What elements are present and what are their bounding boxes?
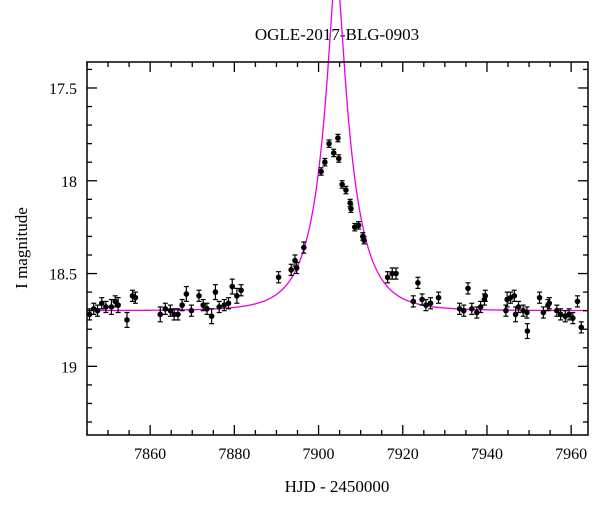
data-point [339,180,345,189]
data-point [465,282,471,295]
data-point [461,304,467,317]
data-point [322,157,328,167]
data-point [115,297,121,314]
data-point [157,306,164,323]
data-point [238,284,244,297]
data-point [183,285,190,302]
data-point [335,154,342,163]
data-point [216,300,222,314]
x-tick-label: 7960 [555,446,587,463]
data-point [108,298,115,315]
data-point [179,298,185,312]
x-tick-label: 7900 [303,446,335,463]
data-point [347,198,353,208]
data-point [524,306,530,319]
data-point [546,297,553,310]
plot-area [86,0,588,340]
data-point [318,167,324,176]
data-point [520,304,526,317]
data-point [423,298,429,312]
x-tick-label: 7880 [218,446,250,463]
data-point [124,311,130,328]
data-point [221,298,228,312]
data-point [361,235,367,245]
data-point [524,323,531,340]
data-point [578,321,585,334]
y-tick-label: 19 [61,359,77,376]
data-point [384,271,391,284]
data-point [456,302,463,315]
data-point [415,276,421,289]
x-axis-label: HJD - 2450000 [285,477,390,496]
data-point [511,289,518,302]
data-point [355,220,362,230]
data-point [393,267,399,280]
data-point [326,139,332,148]
y-axis-label: I magnitude [12,207,31,289]
data-point [293,261,300,275]
data-point [94,304,101,317]
data-point [225,297,232,310]
data-point [557,308,564,321]
data-point [301,241,307,254]
data-point [570,311,576,325]
data-point [162,302,169,315]
data-point [175,308,181,321]
y-tick-label: 18.5 [49,267,77,284]
data-point [515,300,522,314]
y-tick-label: 17.5 [49,81,77,98]
data-point [275,271,282,284]
data-point [212,284,219,301]
y-tick-label: 18 [61,174,77,191]
data-point [188,304,195,317]
data-point [536,291,543,304]
data-point [474,306,480,319]
data-point [343,185,349,195]
data-point [574,295,581,308]
data-point [208,308,215,325]
plot-frame [86,61,589,436]
data-point [348,204,354,213]
data-point [435,291,442,304]
data-point [507,291,514,304]
chart-title: OGLE-2017-BLG-0903 [255,25,419,44]
data-point [469,302,475,315]
data-point [103,300,109,314]
data-point [482,289,489,302]
data-point [540,306,547,319]
data-point [427,297,434,310]
data-point [98,297,105,310]
x-tick-label: 7860 [134,446,166,463]
x-tick-label: 7940 [471,446,503,463]
x-tick-label: 7920 [387,446,419,463]
data-point [562,310,569,323]
data-point [204,302,210,315]
data-point [234,287,240,304]
data-point [410,295,417,308]
axis-ticks: 7860 7880 7900 7920 7940 7960 17.5 18 18.5 19 [49,62,588,463]
data-point [288,263,294,277]
data-point [196,289,202,302]
data-point [330,148,337,158]
data-point [132,291,139,304]
data-point [335,133,341,143]
data-point [229,278,236,295]
